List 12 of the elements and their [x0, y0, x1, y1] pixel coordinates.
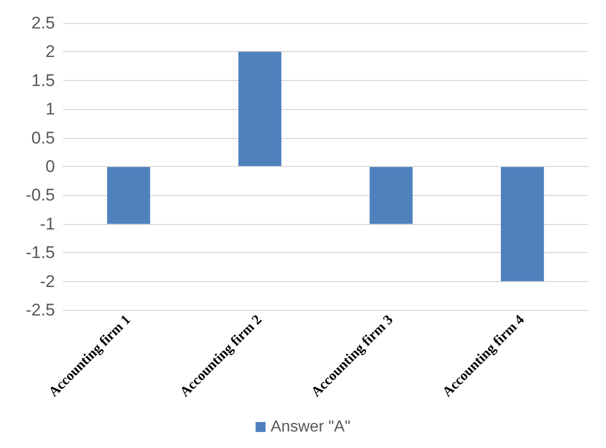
- y-tick-label: 2.5: [31, 14, 55, 32]
- y-tick-label: 1.5: [31, 70, 55, 90]
- y-tick-label: -1: [40, 214, 55, 234]
- y-tick-label: -2.5: [26, 300, 55, 320]
- y-tick-label: -2: [40, 272, 55, 291]
- legend-label: Answer "A": [270, 418, 350, 436]
- y-tick-label: -0.5: [26, 186, 55, 205]
- y-tick-label: 0: [46, 157, 55, 176]
- y-tick-label: 1: [46, 100, 55, 119]
- y-tick-label: 2: [46, 42, 55, 62]
- y-tick-label: 0.5: [31, 128, 55, 148]
- y-tick-label: -1.5: [26, 243, 55, 262]
